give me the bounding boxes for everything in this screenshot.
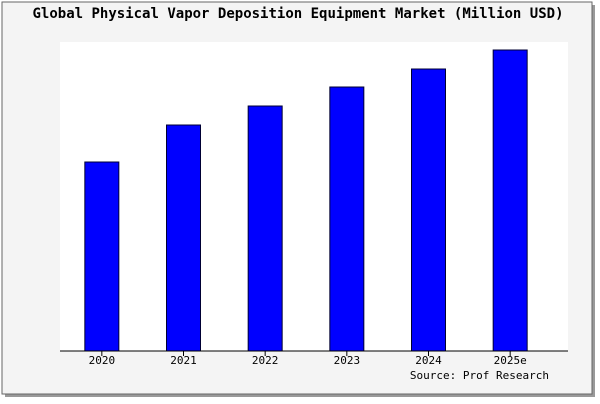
x-tick-label: 2020 <box>89 354 116 367</box>
chart-title: Global Physical Vapor Deposition Equipme… <box>32 6 563 22</box>
x-tick-label: 2023 <box>334 354 361 367</box>
x-tick-label: 2022 <box>252 354 279 367</box>
bar <box>329 86 365 352</box>
bar <box>84 161 120 352</box>
bar <box>411 68 446 352</box>
bar <box>247 105 283 352</box>
x-tick-label: 2025e <box>494 354 527 367</box>
bar <box>492 49 528 352</box>
source-note: Source: Prof Research <box>410 369 549 382</box>
x-tick-label: 2021 <box>170 354 197 367</box>
plot-area <box>60 42 568 351</box>
x-tick-label: 2024 <box>415 354 442 367</box>
bar <box>166 124 201 352</box>
